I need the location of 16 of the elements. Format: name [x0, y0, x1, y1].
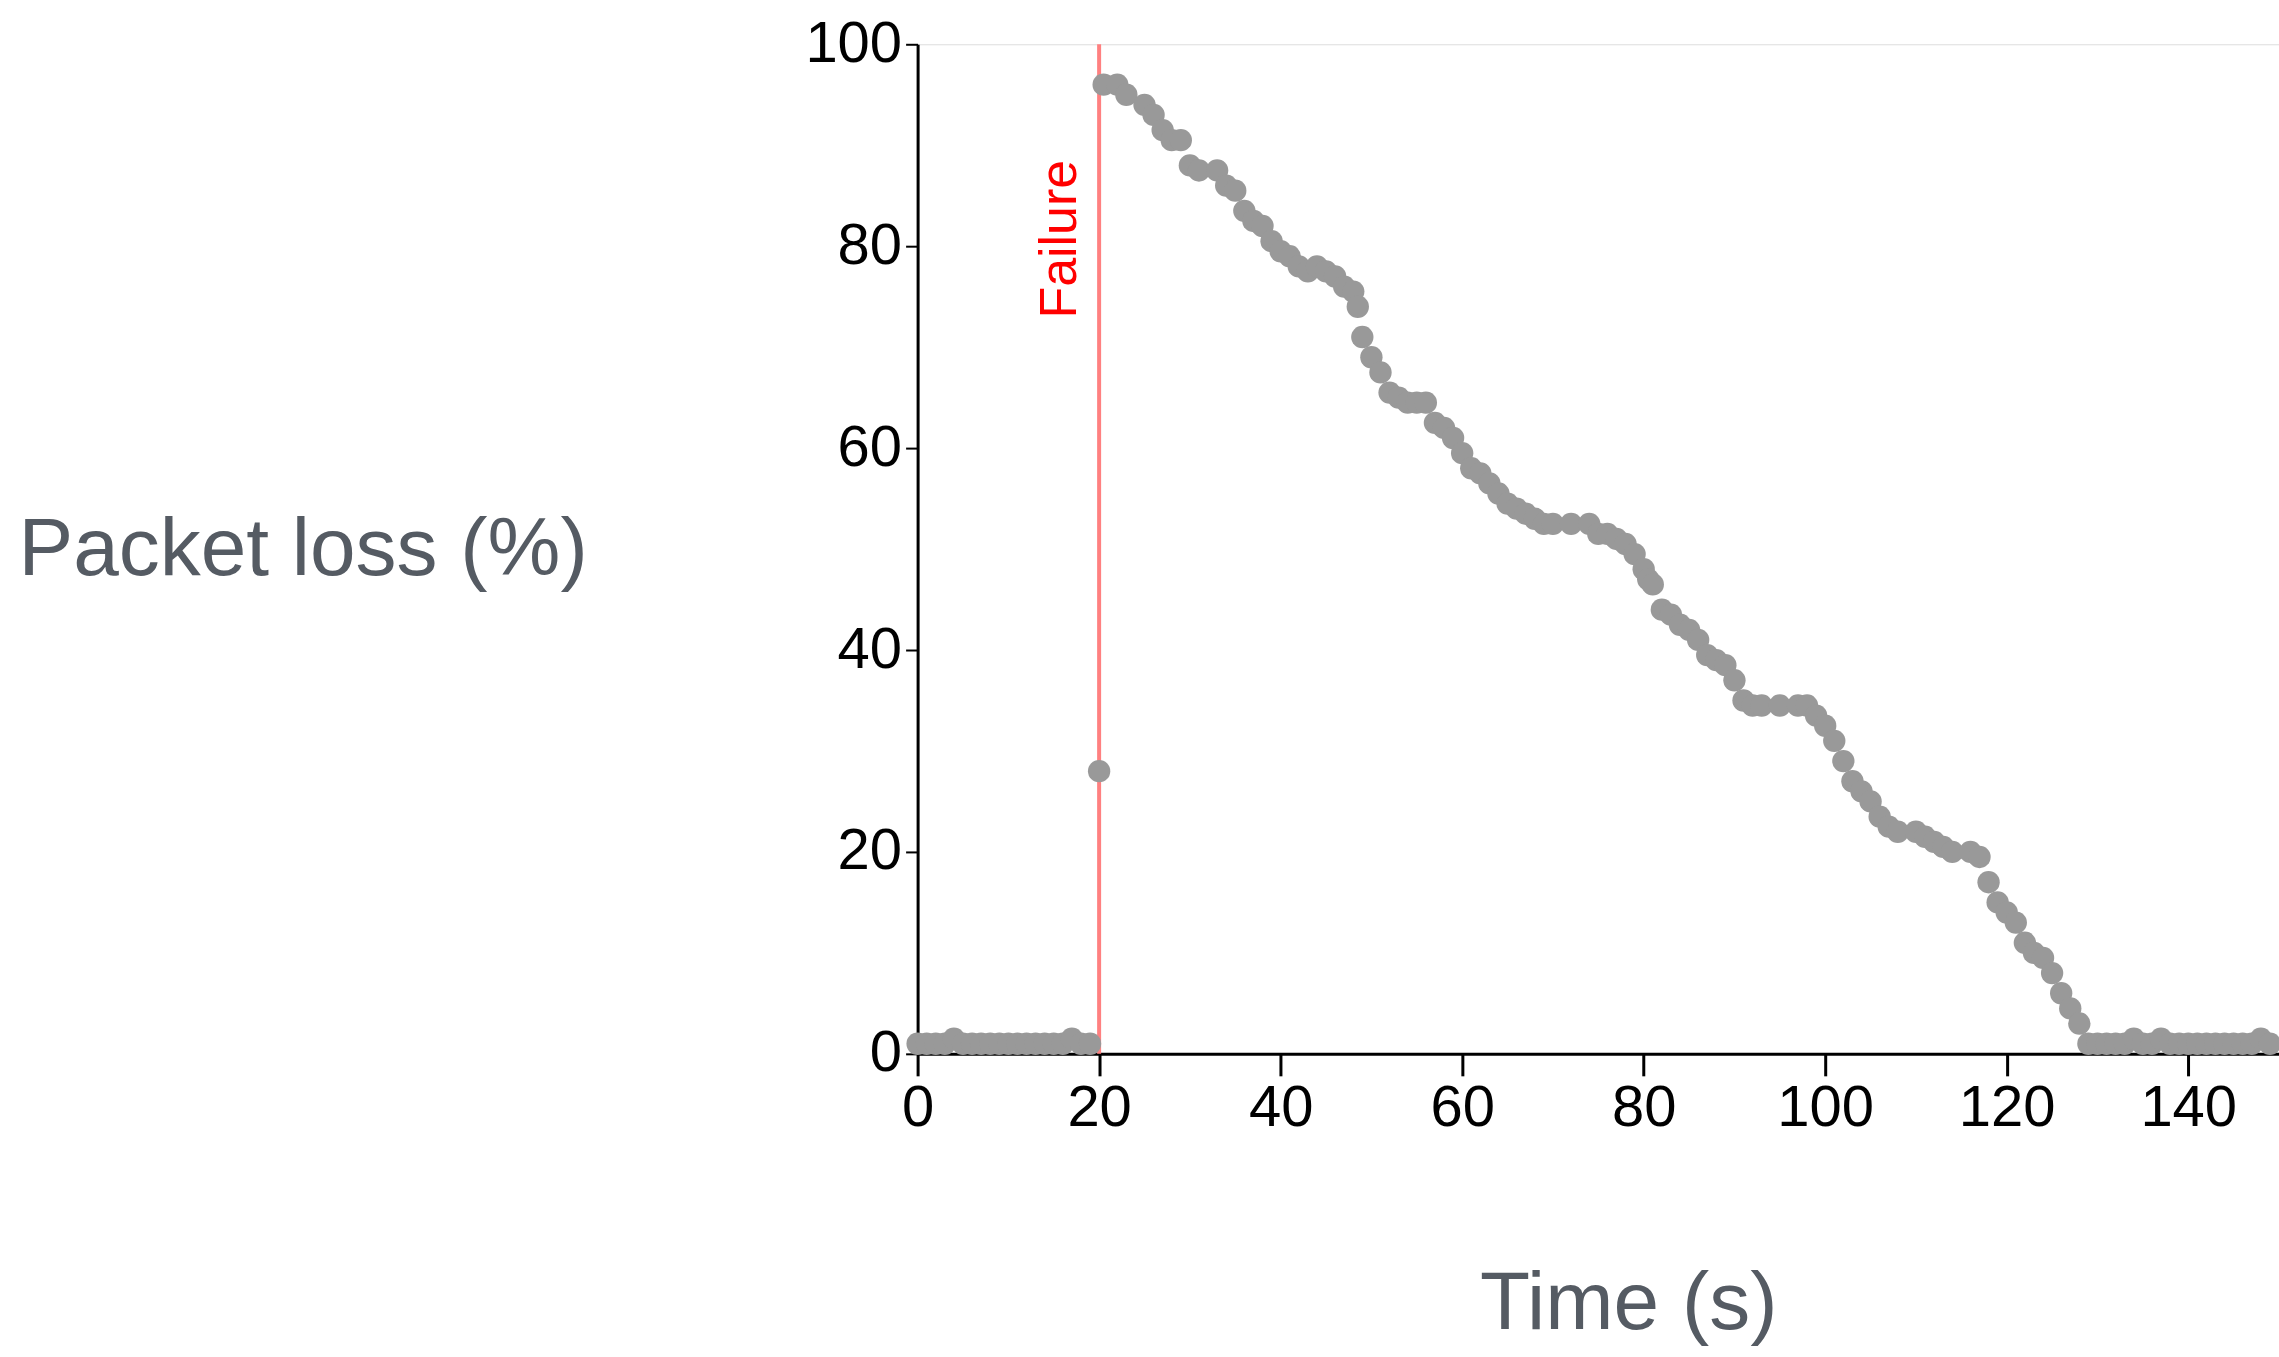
y-tick-label: 100 — [805, 9, 903, 74]
x-axis-title: Time (s) — [1480, 1255, 1778, 1347]
ref-line-label: Failure — [1029, 159, 1088, 319]
x-tick-label: 100 — [1777, 1074, 1875, 1139]
x-tick-label: 80 — [1611, 1074, 1677, 1139]
x-tick-label: 20 — [1067, 1074, 1132, 1139]
x-tick-label: 140 — [2140, 1074, 2238, 1139]
y-tick-label: 0 — [869, 1019, 903, 1084]
y-tick-label: 80 — [837, 211, 903, 276]
y-tick-label: 40 — [837, 615, 903, 680]
x-tick-label: 40 — [1248, 1074, 1314, 1139]
x-tick-label: 60 — [1430, 1074, 1495, 1139]
x-tick-label: 120 — [1958, 1074, 2056, 1139]
y-tick-label: 60 — [837, 413, 903, 478]
y-axis-title: Packet loss (%) — [18, 500, 588, 592]
y-tick-label: 20 — [837, 817, 903, 882]
